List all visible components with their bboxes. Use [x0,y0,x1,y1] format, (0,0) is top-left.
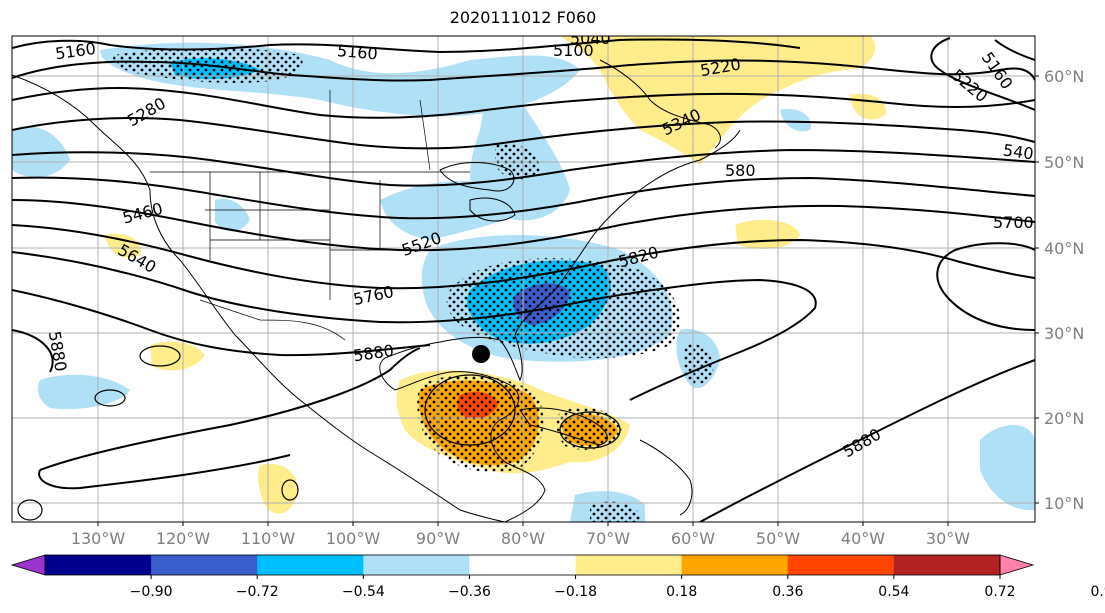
contour-label: 5040 [570,29,611,48]
colorbar-segment [363,555,470,575]
colorbar-segments [45,555,1001,575]
colorbar-tick-label: 0.36 [772,584,803,600]
colorbar-segment [257,555,364,575]
colorbar-tick-label: −0.18 [554,584,597,600]
colorbar-frame [44,554,1001,576]
lon-label: 80°W [501,529,545,548]
colorbar-tick-label: 0.90 [1091,584,1105,600]
light-blue-region [12,126,70,178]
storm-center-marker [472,345,490,363]
lon-label: 110°W [241,529,296,548]
yellow-region [560,36,876,165]
lat-label: 40°N [1044,239,1084,258]
colorbar-segment [151,555,258,575]
lon-label: 130°W [71,529,126,548]
lat-label: 10°N [1044,494,1084,513]
colorbar-tick-label: 0.18 [666,584,697,600]
light-blue-region [37,374,130,410]
lon-label: 40°W [841,529,885,548]
lon-label: 50°W [756,529,800,548]
colorbar-segment [45,555,152,575]
colorbar-tick-label: −0.36 [448,584,491,600]
lat-label: 60°N [1044,67,1084,86]
map-title: 2020111012 F060 [449,8,597,27]
lon-label: 30°W [926,529,970,548]
colorbar-labels: −0.90 −0.72 −0.54 −0.36 −0.18 0.18 0.36 0.54 0.7… [130,575,1105,600]
light-blue-region [780,108,811,132]
colorbar-segment [469,555,577,575]
colorbar-segment [787,555,895,575]
contour-label: 5700 [993,213,1034,232]
contour-label: 540 [1002,140,1035,163]
lat-label: 30°N [1044,324,1084,343]
colorbar-tick-label: 0.72 [984,584,1015,600]
lon-label: 120°W [156,529,211,548]
height-contours [12,37,1035,522]
yellow-region [150,341,205,371]
lon-label: 60°W [671,529,715,548]
colorbar-segment [893,555,1001,575]
colorbar-segment [681,555,789,575]
yellow-region [105,233,141,258]
coastlines [12,59,741,522]
light-blue-region [980,425,1035,511]
colorbar-tick-label: 0.54 [878,584,909,600]
contour-label: 5100 [553,41,594,60]
latitude-labels: 60°N 50°N 40°N 30°N 20°N 10°N [1044,67,1084,513]
colorbar: −0.90 −0.72 −0.54 −0.36 −0.18 0.18 0.36 0.54 0.7… [10,554,1105,600]
colorbar-segment [575,555,683,575]
colorbar-left-extension [10,554,46,576]
gridlines [12,36,1035,522]
lon-label: 100°W [326,529,381,548]
colorbar-tick-label: −0.72 [236,584,279,600]
lat-label: 20°N [1044,409,1084,428]
small-contours [17,345,621,521]
lat-label: 50°N [1044,153,1084,172]
lon-label: 70°W [586,529,630,548]
longitude-labels: 130°W 120°W 110°W 100°W 90°W 80°W 70°W 6… [71,529,970,548]
colorbar-right-extension [999,554,1035,576]
contour-label: 5160 [336,41,378,63]
colorbar-tick-label: −0.90 [130,584,173,600]
light-blue-region [380,181,540,240]
light-blue-region [215,198,250,232]
colorbar-tick-label: −0.54 [342,584,385,600]
contour-label: 580 [725,161,756,180]
lon-label: 90°W [416,529,460,548]
axis-ticks [97,75,1039,526]
